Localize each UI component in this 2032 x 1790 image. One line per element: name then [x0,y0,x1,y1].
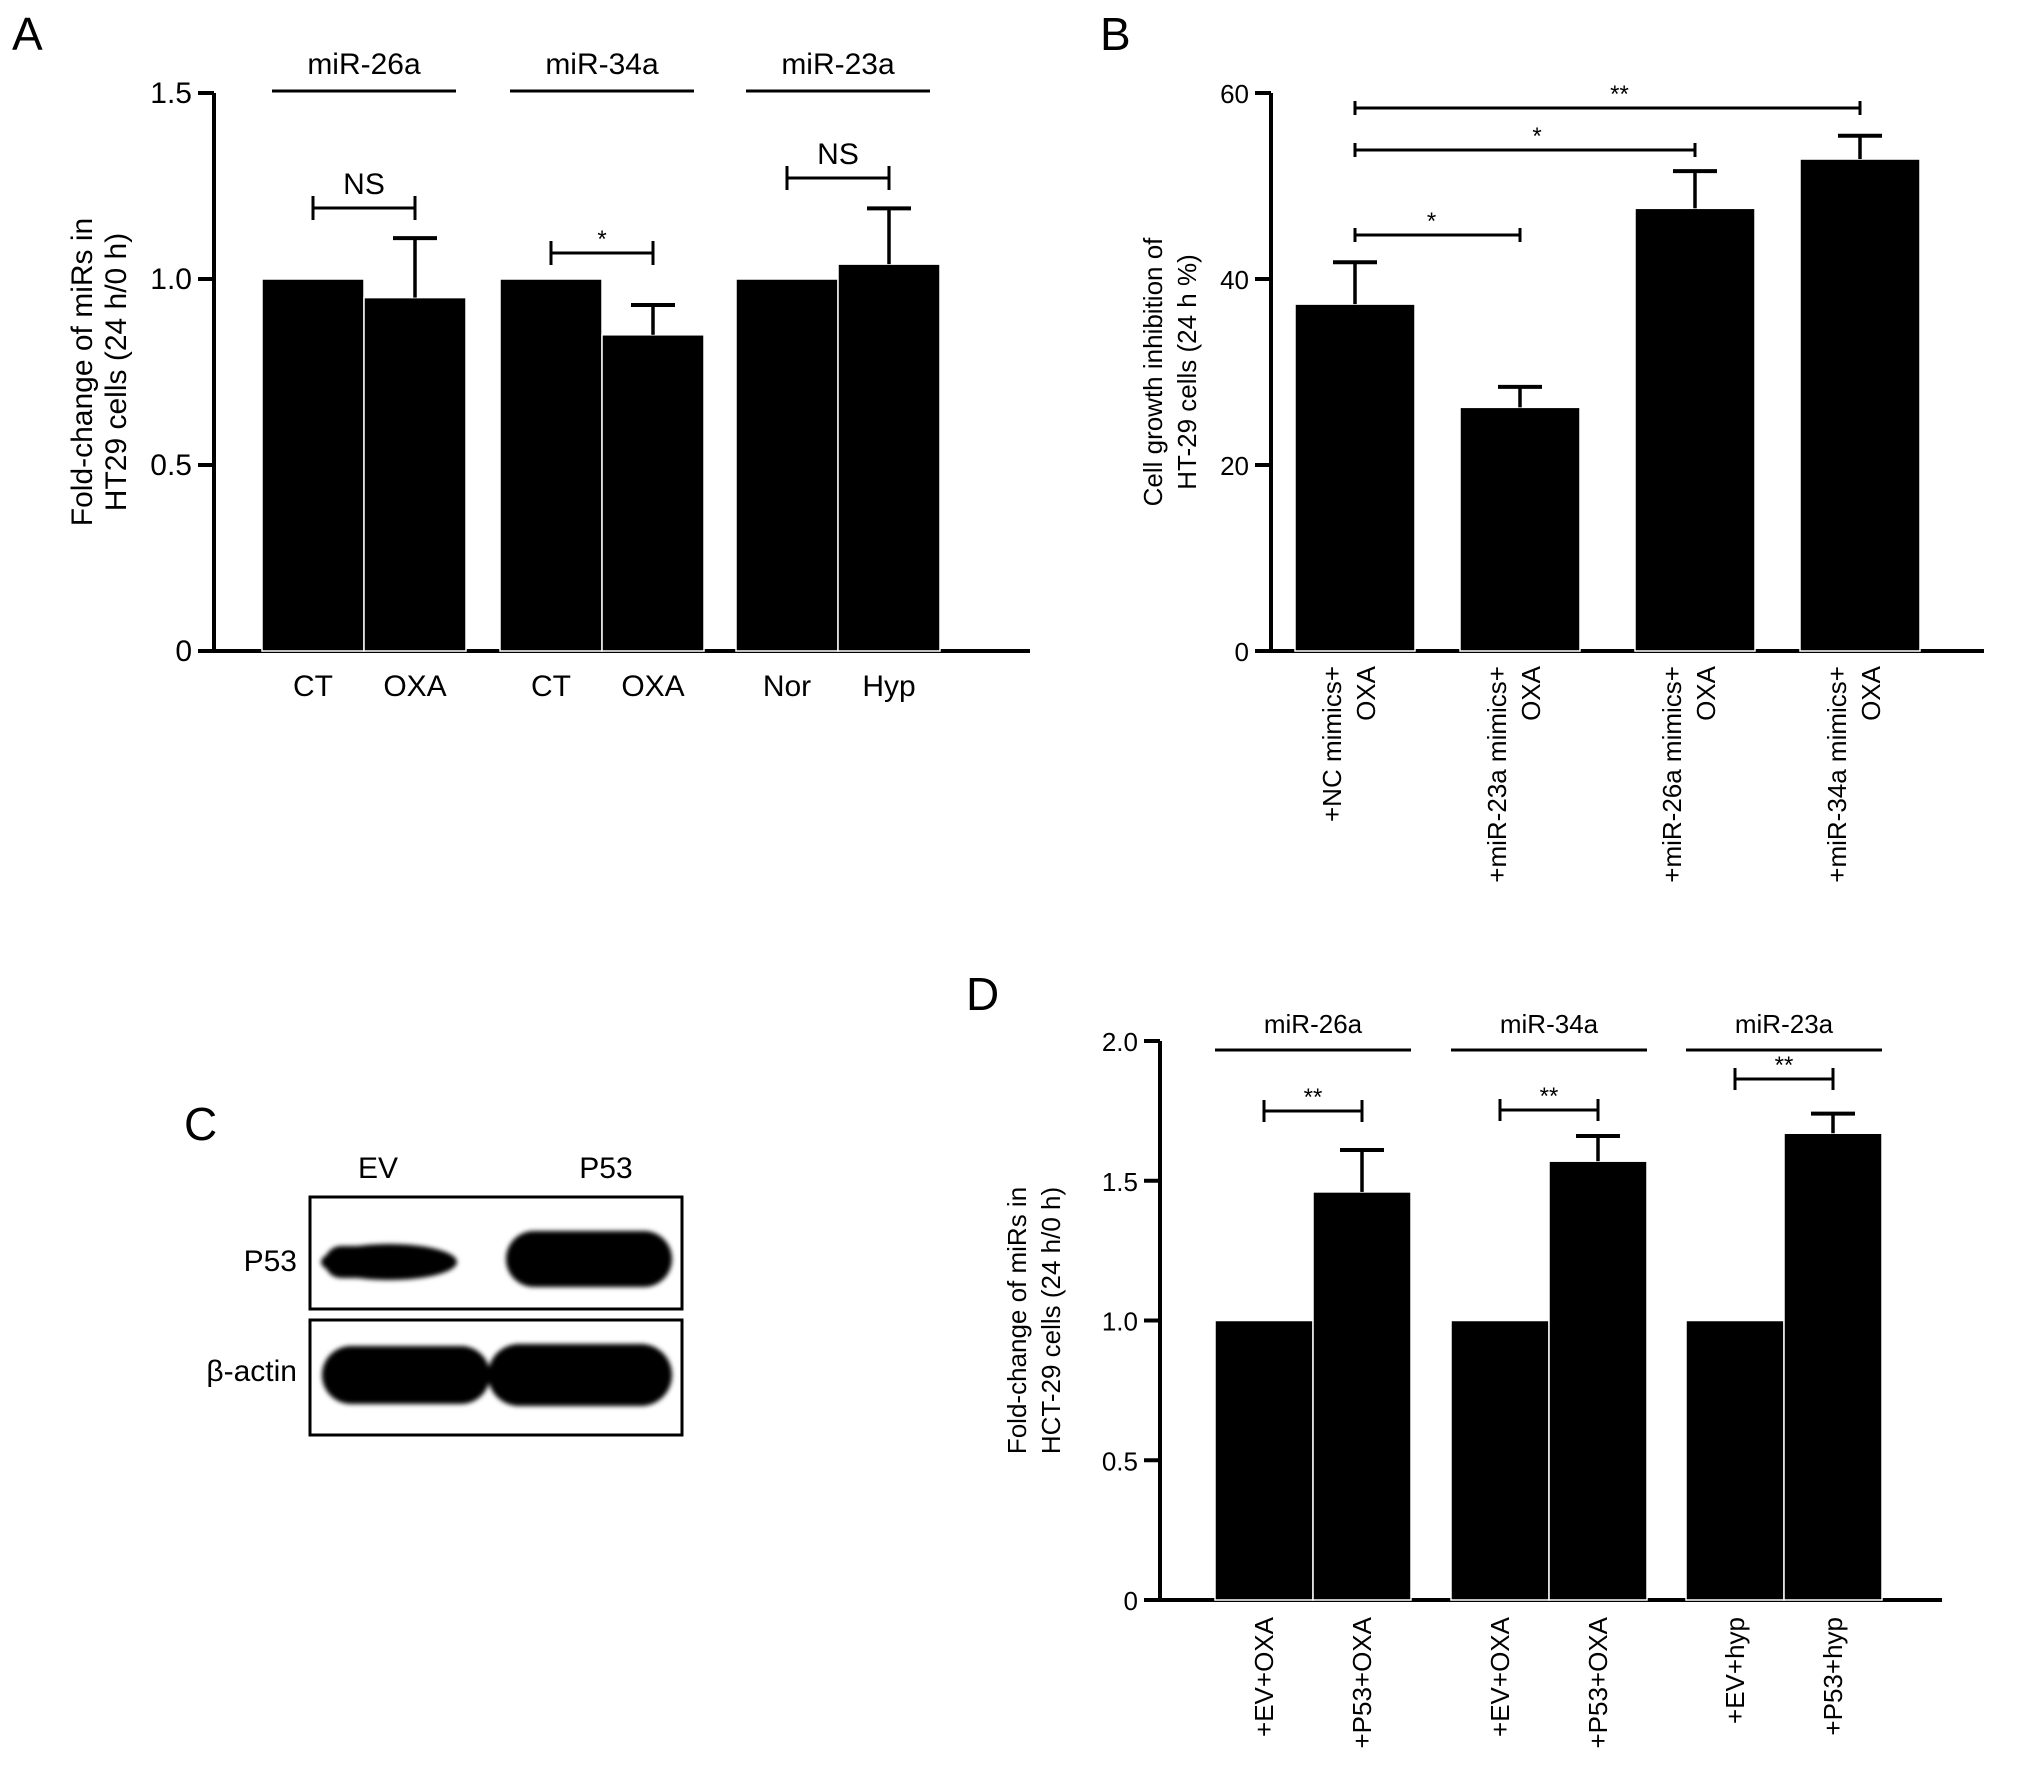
bar-a-3 [601,334,705,652]
y-axis-title-d: HCT-29 cells (24 h/0 h) [1036,1187,1066,1454]
category-label-d: +P53+hyp [1818,1617,1848,1736]
sig-label-b-1: * [1532,123,1541,150]
sig-label-d-1: ** [1540,1083,1559,1110]
category-label-d: +EV+hyp [1720,1617,1750,1724]
chart-d: 0 0.5 1.0 1.5 2.0 Fold-change of miRs in HCT-2… [1002,1009,1942,1749]
category-label-b: +miR-34a mimics+ [1822,666,1852,883]
bar-a-4 [735,278,839,652]
y-axis-title-b: HT-29 cells (24 h %) [1172,254,1202,490]
category-label-d: +EV+OXA [1485,1616,1515,1737]
y-axis-title-b: Cell growth inhibition of [1138,237,1168,507]
y-tick-label-b: 0 [1235,637,1249,667]
category-label-d: +EV+OXA [1249,1616,1279,1737]
category-label-a: Nor [763,670,811,703]
blot-band-actin-ev [322,1346,490,1404]
bar-b-0 [1294,303,1416,652]
panel-letter-d: D [966,968,999,1020]
category-label-a: OXA [383,670,446,703]
y-tick-label-d: 1.5 [1102,1167,1138,1197]
category-label-a: CT [293,670,333,703]
blot-row-label-actin: β-actin [206,1355,297,1388]
bar-d-2 [1450,1319,1550,1601]
category-label-b: OXA [1516,665,1546,721]
bar-d-4 [1685,1319,1785,1601]
sig-label-b-2: ** [1610,81,1629,108]
category-label-b: OXA [1351,665,1381,721]
group-label-a-1: miR-34a [545,48,659,81]
chart-b: 0 20 40 60 Cell growth inhibition of HT-29 ce… [1138,79,1984,883]
y-tick-label-d: 0 [1124,1586,1138,1616]
category-label-d: +P53+OXA [1583,1616,1613,1748]
panel-letter-b: B [1100,8,1131,60]
y-axis-title-a: HT29 cells (24 h/0 h) [100,233,133,511]
blot-band-p53-ev-body [325,1246,405,1278]
category-label-b: OXA [1691,665,1721,721]
bar-d-1 [1312,1191,1412,1601]
y-tick-label-d: 2.0 [1102,1027,1138,1057]
group-label-d-1: miR-34a [1500,1009,1599,1039]
sig-label-a-0: NS [343,168,385,201]
blot-lane-label-ev: EV [358,1152,398,1185]
bar-a-0 [261,278,365,652]
y-axis-title-d: Fold-change of miRs in [1002,1187,1032,1454]
blot-band-p53-p53 [506,1231,672,1287]
blot-row-label-p53: P53 [244,1245,297,1278]
category-label-b: +miR-23a mimics+ [1482,666,1512,883]
category-label-a: Hyp [862,670,915,703]
bar-b-3 [1799,158,1921,652]
bar-d-0 [1214,1319,1314,1601]
sig-label-d-0: ** [1304,1084,1323,1111]
bar-d-5 [1783,1132,1883,1601]
y-tick-label-d: 0.5 [1102,1446,1138,1476]
bar-b-2 [1634,207,1756,652]
category-label-a: OXA [621,670,684,703]
y-tick-label-a: 0 [175,635,192,668]
group-label-d-2: miR-23a [1735,1009,1834,1039]
y-tick-label-a: 0.5 [150,449,192,482]
group-label-a-0: miR-26a [307,48,421,81]
category-label-d: +P53+OXA [1347,1616,1377,1748]
bar-a-1 [363,296,467,652]
panel-letter-a: A [12,8,43,60]
sig-label-a-1: * [597,226,606,253]
y-tick-label-b: 60 [1220,79,1249,109]
category-label-b: OXA [1856,665,1886,721]
blot-band-actin-p53 [488,1344,672,1406]
blot-lane-label-p53: P53 [579,1152,632,1185]
bar-b-1 [1459,406,1581,652]
y-axis-title-a: Fold-change of miRs in [66,218,99,526]
bar-a-5 [837,263,941,652]
y-tick-label-b: 40 [1220,265,1249,295]
y-tick-label-d: 1.0 [1102,1307,1138,1337]
group-label-a-2: miR-23a [781,48,895,81]
group-label-d-0: miR-26a [1264,1009,1363,1039]
category-label-b: +miR-26a mimics+ [1657,666,1687,883]
y-tick-label-b: 20 [1220,451,1249,481]
chart-a: 0 0.5 1.0 1.5 Fold-change of miRs in HT29 cel… [66,48,1030,703]
bar-a-2 [499,278,603,652]
sig-label-b-0: * [1427,208,1436,235]
sig-label-a-2: NS [817,138,859,171]
category-label-a: CT [531,670,571,703]
y-tick-label-a: 1.0 [150,263,192,296]
category-label-b: +NC mimics+ [1317,666,1347,822]
panel-letter-c: C [184,1098,217,1150]
bar-d-3 [1548,1160,1648,1601]
y-tick-label-a: 1.5 [150,77,192,110]
western-blot-c: EV P53 P53 β-actin [206,1152,684,1437]
sig-label-d-2: ** [1775,1052,1794,1079]
